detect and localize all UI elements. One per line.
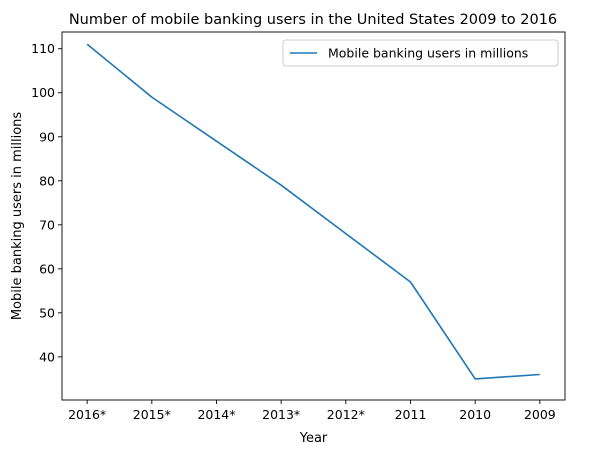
y-tick-label: 70: [39, 217, 55, 232]
legend-label: Mobile banking users in millions: [328, 46, 528, 61]
x-axis-label: Year: [299, 431, 328, 446]
y-tick-label: 100: [31, 85, 55, 100]
y-tick-label: 110: [31, 41, 55, 56]
x-tick-label: 2015*: [133, 407, 171, 422]
plot-area: 2016* 2015* 2014* 2013* 2012* 2011 2010 2009 40 5…: [31, 31, 566, 422]
x-tick-label: 2013*: [262, 407, 300, 422]
legend: Mobile banking users in millions: [282, 39, 559, 67]
x-tick-label: 2016*: [68, 407, 106, 422]
y-tick-label: 90: [39, 129, 55, 144]
x-tick-label: 2012*: [327, 407, 365, 422]
x-tick-label: 2011: [395, 407, 427, 422]
chart-title: Number of mobile banking users in the Un…: [69, 12, 557, 28]
plot-frame: [61, 31, 566, 401]
x-tick-label: 2010: [459, 407, 491, 422]
x-tick-label: 2014*: [197, 407, 235, 422]
y-axis-label: Mobile banking users in millions: [10, 112, 25, 321]
series-line-0: [86, 43, 540, 380]
x-tick-label: 2009: [524, 407, 556, 422]
y-tick-label: 50: [39, 305, 55, 320]
legend-box: [282, 39, 559, 67]
y-tick-label: 80: [39, 173, 55, 188]
y-tick-label: 40: [39, 349, 55, 364]
y-tick-label: 60: [39, 261, 55, 276]
